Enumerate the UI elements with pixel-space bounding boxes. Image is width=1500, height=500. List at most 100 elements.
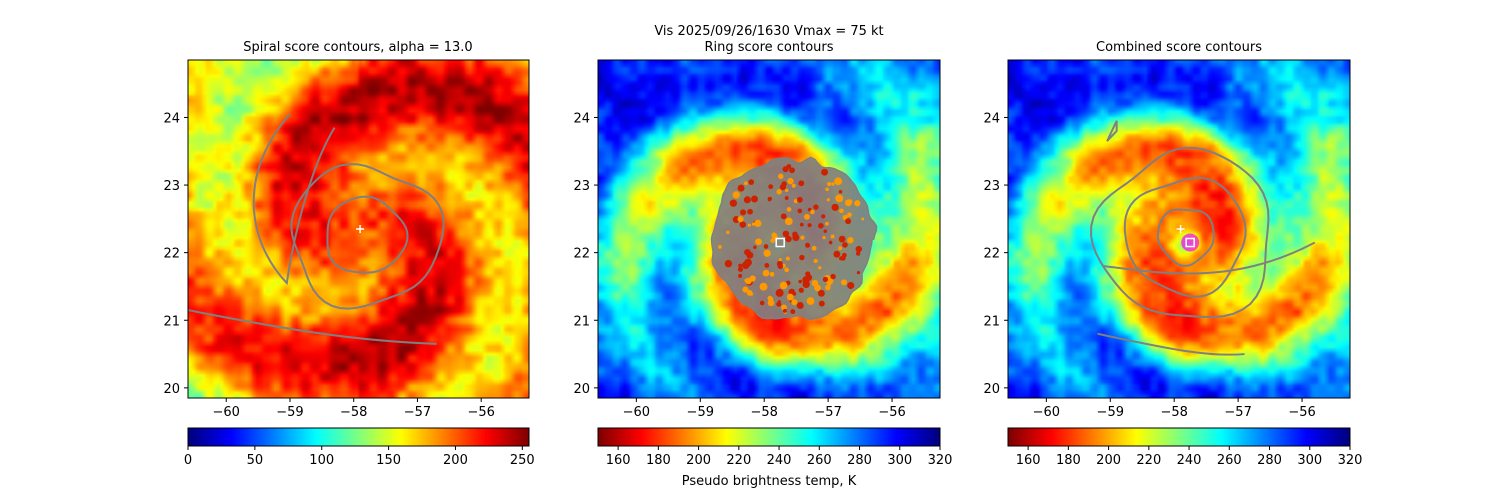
ring-hole (804, 213, 810, 220)
y-tick-label: 22 (983, 247, 1000, 262)
ring-hole (742, 286, 749, 293)
y-tick-label: 21 (163, 314, 180, 329)
ring-hole (831, 182, 835, 186)
colorbar-frame (597, 427, 941, 447)
ring-hole (789, 167, 795, 174)
x-tick-label: −58 (340, 405, 367, 420)
colorbar-frame (1007, 427, 1351, 447)
x-tick-label: −57 (404, 405, 431, 420)
ring-hole (799, 222, 804, 227)
panel-combined: Combined score contours −60 −59 −58 −57 −56 2… (983, 40, 1362, 468)
y-tick-label: 20 (163, 382, 180, 397)
y-tick-label: 22 (163, 247, 180, 262)
contour-line (1123, 176, 1247, 298)
ring-hole (738, 273, 743, 278)
axes-frame (597, 59, 941, 399)
x-tick-label: −59 (687, 405, 714, 420)
ring-hole (739, 221, 747, 228)
ring-hole (840, 255, 846, 261)
ring-hole (821, 168, 829, 176)
ring-hole (755, 238, 762, 246)
colorbar-tick-label: 320 (1338, 453, 1363, 468)
ring-hole (818, 266, 822, 270)
colorbar-tick-label: 280 (1257, 453, 1282, 468)
y-tick-label: 23 (573, 179, 590, 194)
ring-hole (792, 291, 797, 296)
ring-hole (807, 223, 812, 228)
ring-hole (745, 277, 752, 285)
ring-hole (724, 259, 733, 268)
ring-hole (810, 209, 815, 215)
ring-hole (778, 258, 782, 262)
y-tick-label: 24 (573, 111, 590, 126)
ring-hole (776, 189, 782, 195)
colorbar-tick-label: 300 (1297, 453, 1322, 468)
ring-hole (807, 207, 812, 212)
center-plus-marker (356, 225, 365, 233)
ring-hole (805, 271, 811, 277)
ring-hole (833, 250, 841, 258)
contour-line (290, 163, 445, 310)
panel-ring: Ring score contours −60 −59 −58 −57 −56 20 21 2… (573, 40, 952, 468)
y-tick-label: 21 (573, 314, 590, 329)
ring-hole (830, 234, 835, 239)
ring-hole (780, 213, 787, 220)
ring-hole (798, 180, 805, 187)
ring-hole (855, 251, 861, 256)
ring-hole (767, 299, 775, 307)
ring-hole (791, 183, 796, 188)
ring-hole (822, 235, 826, 240)
ring-hole (847, 237, 854, 244)
colorbar-label: Pseudo brightness temp, K (682, 474, 857, 489)
ring-hole (748, 179, 755, 185)
ring-hole (818, 300, 825, 307)
x-tick-label: −56 (467, 405, 494, 420)
ring-hole (744, 181, 748, 186)
ring-hole (746, 251, 754, 259)
ring-hole (782, 230, 790, 238)
ring-hole (847, 199, 853, 205)
ring-hole (838, 189, 843, 194)
ring-hole (818, 222, 824, 229)
y-tick-label: 22 (573, 247, 590, 262)
colorbar-tick-label: 260 (1217, 453, 1242, 468)
ring-hole (777, 263, 784, 269)
ring-hole (737, 184, 745, 192)
colorbar-tick-label: 320 (928, 453, 953, 468)
contour-line (1106, 120, 1118, 142)
ring-hole (861, 217, 865, 221)
ring-hole (737, 216, 744, 223)
colorbar-tick-label: 200 (686, 453, 711, 468)
ring-hole (827, 181, 832, 187)
ring-hole (830, 273, 836, 280)
center-square-marker (775, 237, 785, 248)
center-square-marker (1185, 237, 1195, 248)
ring-hole (855, 245, 863, 253)
ring-hole (814, 284, 821, 292)
ring-hole (768, 184, 774, 190)
ring-hole (751, 195, 759, 203)
x-tick-label: −60 (623, 405, 650, 420)
ring-hole (744, 258, 752, 267)
x-tick-label: −56 (878, 405, 905, 420)
ring-hole (828, 240, 833, 245)
colorbar-tick-label: 180 (1056, 453, 1081, 468)
colorbar-tick-label: 0 (184, 453, 192, 468)
ring-hole (759, 300, 765, 306)
ring-hole (729, 199, 738, 207)
contour-line (252, 113, 336, 286)
colorbar-tick-label: 220 (726, 453, 751, 468)
ring-hole (779, 184, 786, 191)
ring-hole (762, 269, 770, 277)
ring-hole (779, 281, 788, 290)
colorbar-tick-label: 280 (847, 453, 872, 468)
ring-hole (842, 242, 848, 248)
ring-hole (845, 218, 852, 225)
ring-hole (825, 187, 829, 192)
ring-hole (806, 297, 815, 305)
ring-hole (805, 242, 811, 248)
contour-line (1156, 208, 1215, 268)
colorbar-tick-label: 160 (606, 453, 631, 468)
colorbar (598, 428, 940, 446)
